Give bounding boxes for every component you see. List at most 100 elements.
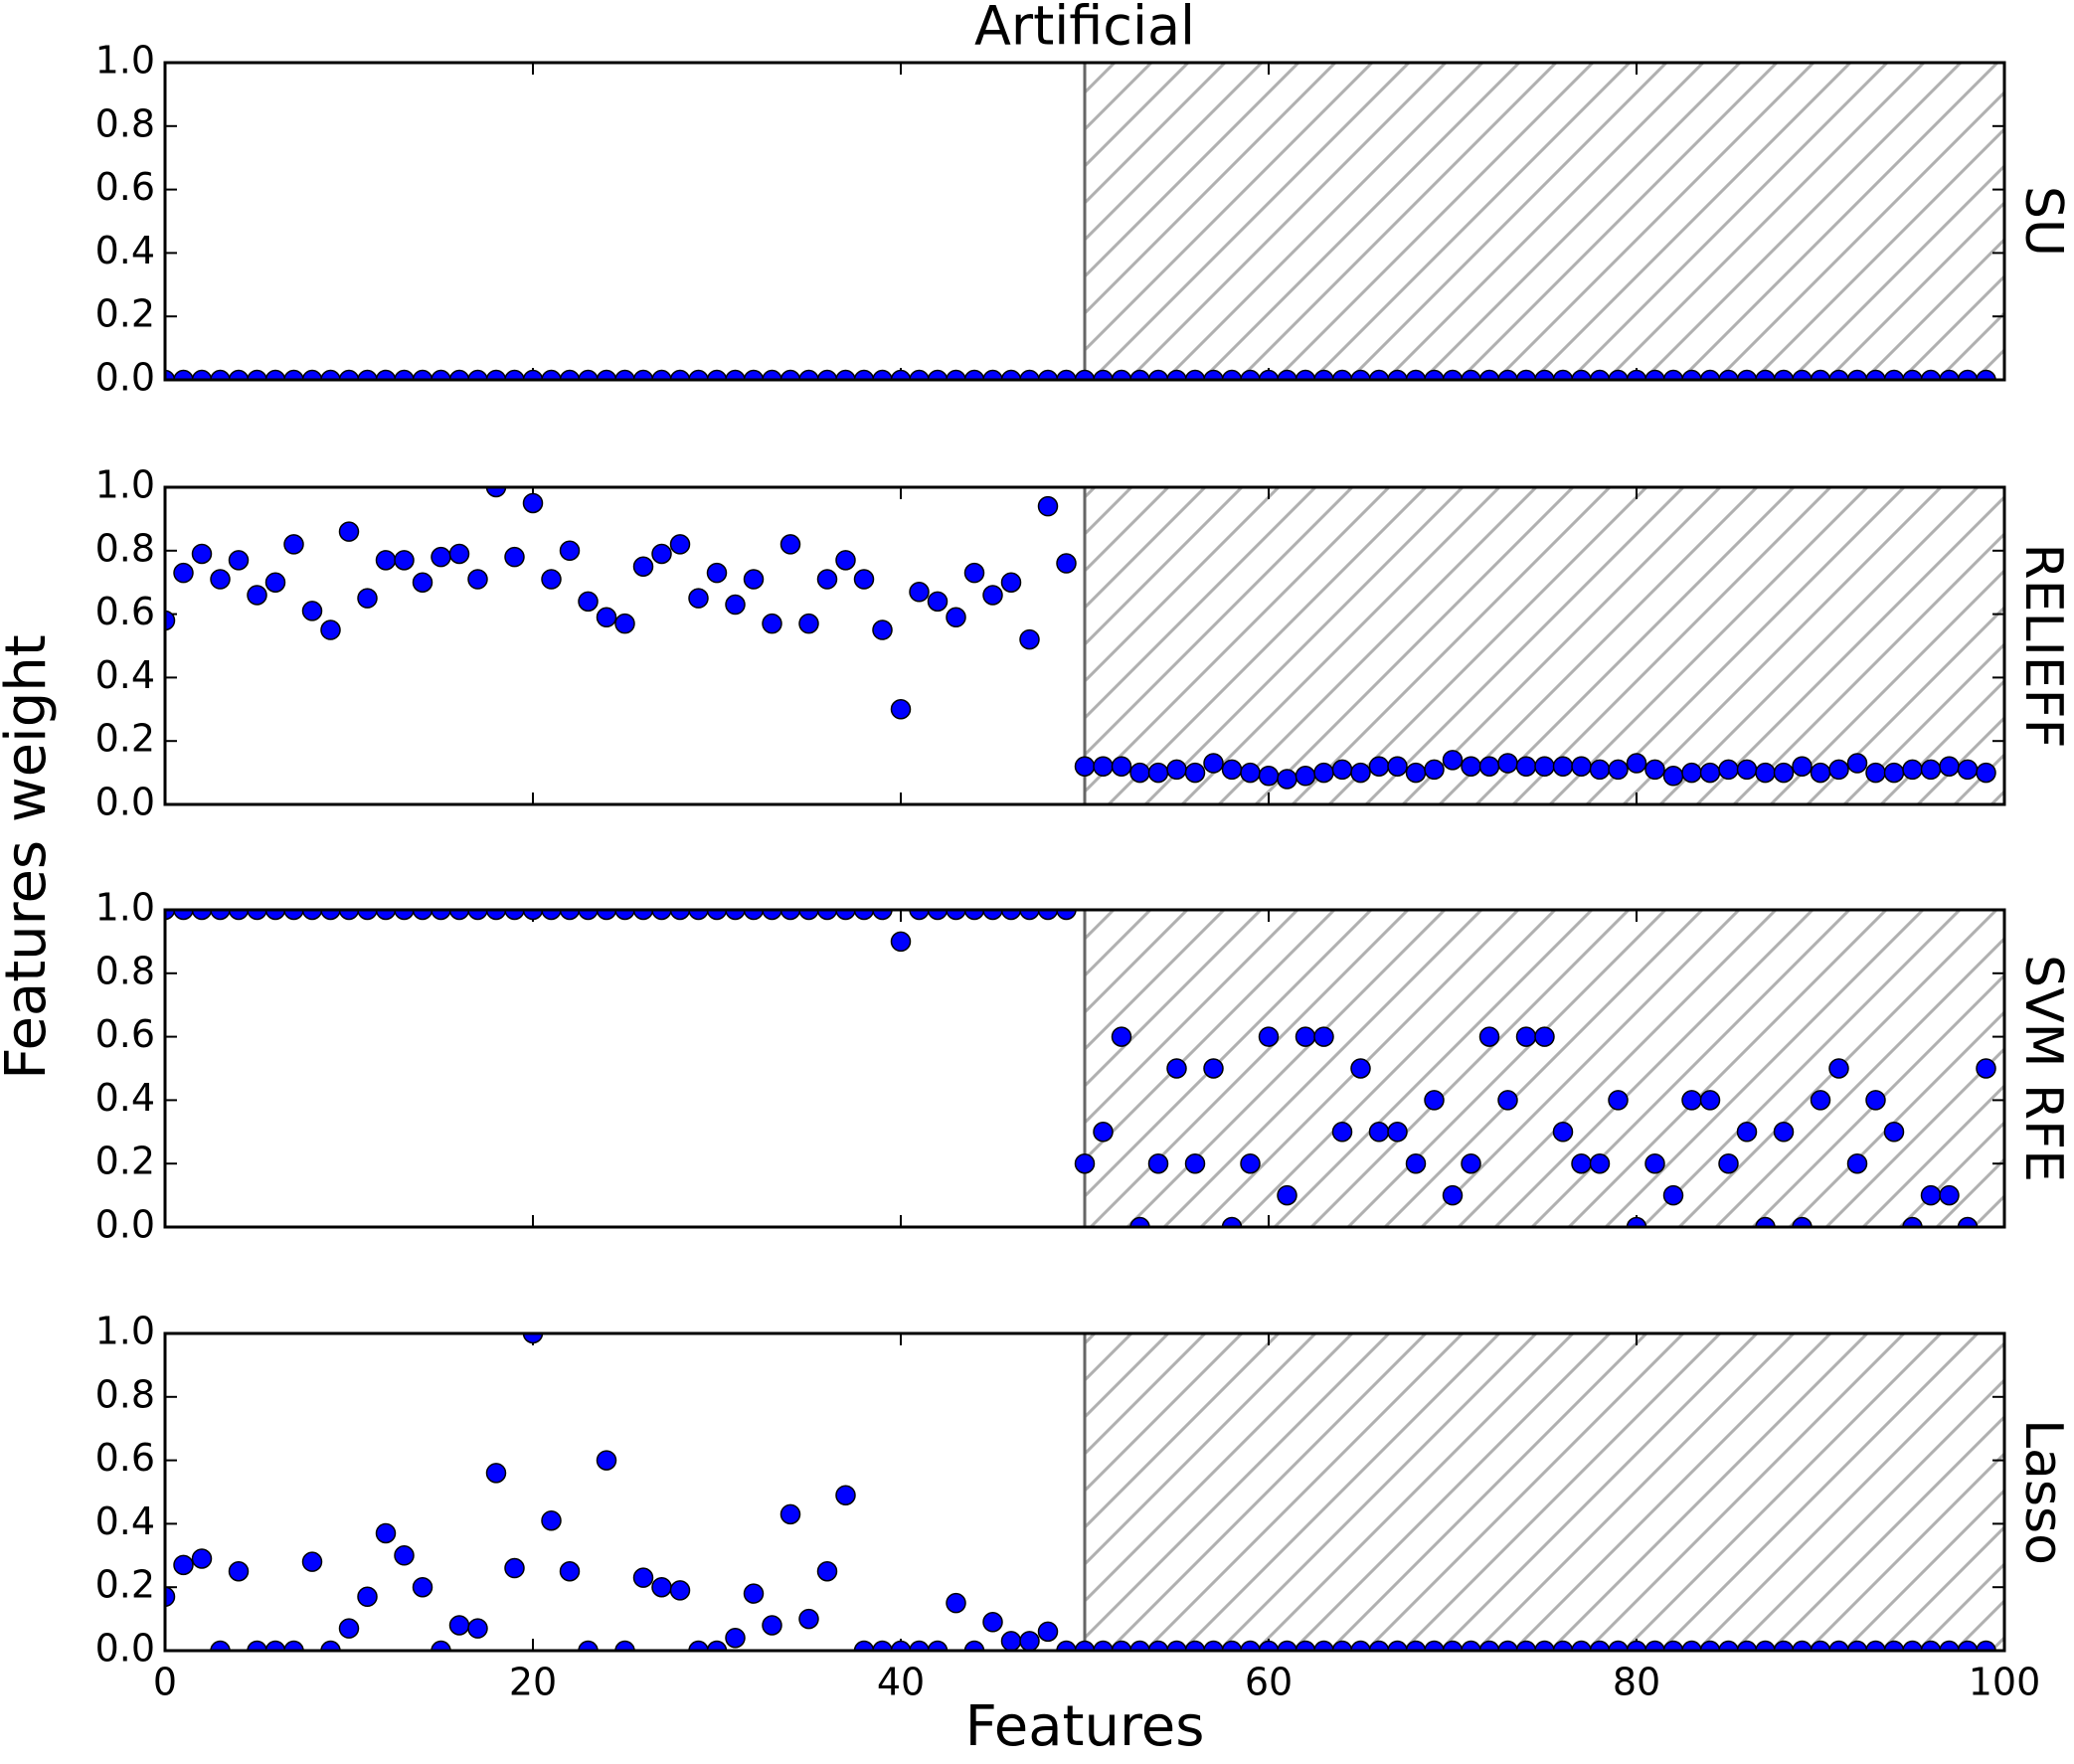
point bbox=[1976, 369, 1996, 380]
point bbox=[338, 1618, 360, 1639]
panel-label: SU bbox=[2013, 186, 2073, 257]
point bbox=[816, 1561, 838, 1582]
point bbox=[1902, 1216, 1923, 1227]
y-tick-label: 0.2 bbox=[95, 1563, 155, 1607]
point bbox=[394, 1545, 415, 1566]
point bbox=[909, 1640, 930, 1651]
point bbox=[1939, 1640, 1960, 1651]
point bbox=[1552, 1640, 1574, 1651]
point bbox=[1331, 1122, 1353, 1143]
point bbox=[1037, 495, 1059, 517]
point bbox=[1147, 1640, 1169, 1651]
point bbox=[596, 1450, 617, 1471]
point bbox=[1681, 762, 1702, 784]
point bbox=[890, 699, 912, 720]
point bbox=[762, 1615, 782, 1636]
axes-frame bbox=[163, 1331, 2006, 1653]
point bbox=[1515, 756, 1537, 777]
point bbox=[1883, 1640, 1905, 1651]
point bbox=[1589, 369, 1611, 380]
panel: 0.0 0.2 0.4 0.6 0.8 1.0 SVM RFE bbox=[95, 886, 2073, 1247]
point bbox=[1534, 369, 1555, 380]
point bbox=[1184, 369, 1206, 380]
point bbox=[522, 910, 544, 921]
point bbox=[835, 910, 856, 921]
point bbox=[210, 910, 231, 921]
point bbox=[1442, 1640, 1464, 1651]
point bbox=[1184, 1152, 1206, 1174]
point bbox=[210, 369, 231, 380]
point bbox=[1221, 1216, 1243, 1227]
point bbox=[596, 607, 617, 628]
point bbox=[1387, 756, 1408, 777]
point bbox=[1883, 1122, 1905, 1143]
point bbox=[725, 594, 746, 616]
point bbox=[247, 910, 267, 921]
point bbox=[522, 492, 544, 514]
point bbox=[1295, 766, 1316, 787]
point bbox=[779, 534, 801, 555]
y-tick-label: 0.2 bbox=[95, 292, 155, 336]
point bbox=[559, 369, 581, 380]
y-tick-label: 0.6 bbox=[95, 590, 155, 633]
point bbox=[853, 369, 875, 380]
point bbox=[1810, 369, 1831, 380]
point bbox=[1405, 1640, 1427, 1651]
point bbox=[1424, 369, 1445, 380]
point bbox=[283, 1640, 304, 1651]
point bbox=[1240, 1640, 1261, 1651]
point bbox=[779, 1503, 801, 1525]
point bbox=[1019, 628, 1040, 650]
point bbox=[541, 910, 562, 921]
point bbox=[1957, 1216, 1979, 1227]
point bbox=[1589, 759, 1611, 781]
point bbox=[1755, 762, 1776, 784]
point bbox=[1074, 369, 1096, 380]
x-tick-label: 20 bbox=[509, 1661, 557, 1704]
panel: 0.0 0.2 0.4 0.6 0.8 1.0 0 20 40 60 80 100 Lasso bbox=[95, 1310, 2073, 1704]
point bbox=[301, 910, 323, 921]
point bbox=[853, 1640, 875, 1651]
point bbox=[1626, 1216, 1647, 1227]
point bbox=[1626, 753, 1647, 774]
point bbox=[578, 591, 599, 613]
y-tick-label: 0.0 bbox=[95, 1627, 155, 1671]
point bbox=[1313, 762, 1334, 784]
point bbox=[1166, 1640, 1187, 1651]
point bbox=[890, 369, 912, 380]
point bbox=[743, 910, 765, 921]
point bbox=[412, 572, 433, 593]
point bbox=[1258, 369, 1280, 380]
point bbox=[743, 569, 765, 590]
point bbox=[798, 369, 819, 380]
point bbox=[1221, 1640, 1243, 1651]
point bbox=[1534, 1026, 1555, 1047]
point bbox=[1515, 1026, 1537, 1047]
point bbox=[669, 369, 691, 380]
point bbox=[431, 1640, 451, 1651]
x-tick-label: 80 bbox=[1613, 1661, 1660, 1704]
point bbox=[1056, 910, 1077, 921]
point bbox=[375, 1522, 397, 1544]
point bbox=[1681, 1640, 1702, 1651]
point bbox=[1313, 1026, 1334, 1047]
point bbox=[1111, 1026, 1132, 1047]
point bbox=[596, 369, 617, 380]
point bbox=[191, 910, 213, 921]
y-tick-label: 0.2 bbox=[95, 1140, 155, 1183]
point bbox=[1221, 369, 1243, 380]
shaded-region bbox=[1085, 63, 2004, 380]
point bbox=[632, 1567, 654, 1588]
y-tick-label: 1.0 bbox=[95, 886, 155, 930]
point bbox=[1166, 1058, 1187, 1079]
point bbox=[1957, 369, 1979, 380]
point bbox=[1093, 1640, 1114, 1651]
point bbox=[1736, 1122, 1758, 1143]
point bbox=[706, 562, 728, 584]
point bbox=[1295, 369, 1316, 380]
point bbox=[1461, 756, 1481, 777]
point bbox=[1699, 1090, 1721, 1111]
point bbox=[1846, 1640, 1868, 1651]
points bbox=[165, 910, 1996, 1227]
